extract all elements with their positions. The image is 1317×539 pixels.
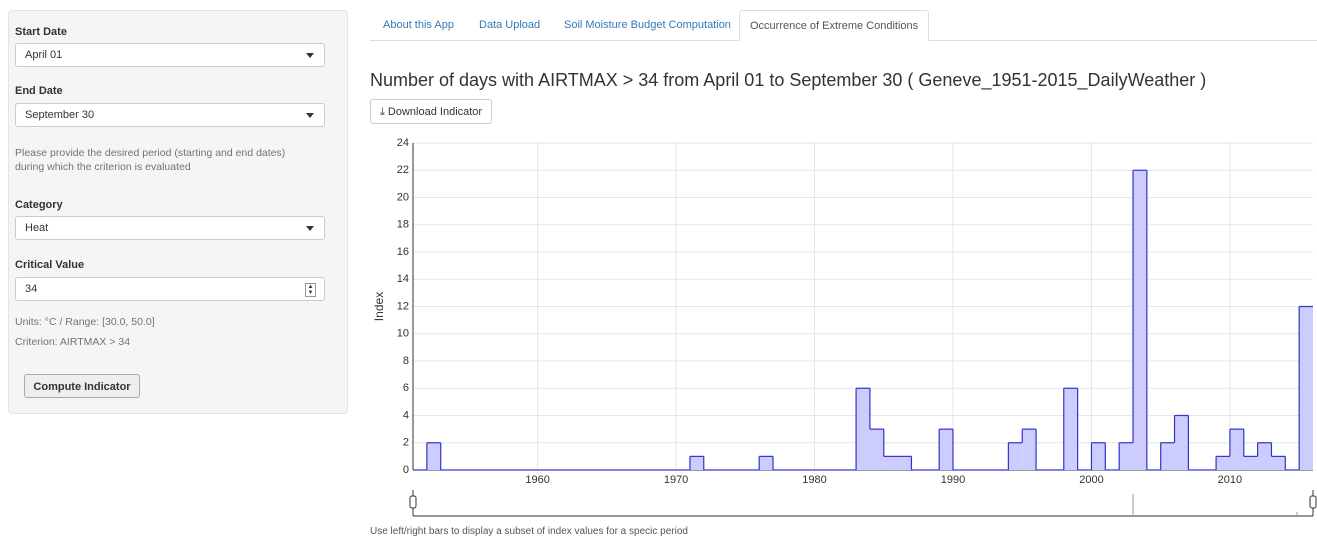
chart-title: Number of days with AIRTMAX > 34 from Ap… xyxy=(370,70,1207,90)
label: Start Date xyxy=(15,26,67,38)
y-axis-label: Index xyxy=(372,292,386,321)
y-tick-label: 10 xyxy=(397,328,409,340)
y-tick-label: 16 xyxy=(397,246,409,258)
icon: ⤓ xyxy=(380,106,388,118)
step-area xyxy=(759,456,773,470)
step-area xyxy=(1008,442,1023,470)
step-area xyxy=(1299,306,1313,470)
step-area xyxy=(1063,388,1078,470)
label: End Date xyxy=(15,85,63,97)
tab[interactable]: Soil Moisture Budget Computation xyxy=(564,19,731,31)
step-area xyxy=(1174,415,1189,470)
label: Category xyxy=(15,199,63,211)
x-tick-label: 2010 xyxy=(1218,474,1242,486)
button-text: Download Indicator xyxy=(387,106,483,118)
tab[interactable]: Data Upload xyxy=(479,19,541,31)
select[interactable]: Heat xyxy=(15,216,325,240)
step-area xyxy=(1133,170,1147,470)
y-tick-label: 14 xyxy=(397,273,409,285)
spinner[interactable]: ▲ ▼ xyxy=(305,283,316,297)
step-area xyxy=(1271,456,1286,470)
tab[interactable]: About this App xyxy=(383,19,454,31)
caret xyxy=(306,226,314,231)
step-area xyxy=(939,429,953,470)
y-tick-label: 20 xyxy=(397,191,409,203)
step-area xyxy=(883,456,898,470)
y-tick-label: 12 xyxy=(397,300,409,312)
download-button[interactable]: ⤓ Download Indicator xyxy=(370,99,493,124)
x-tick-label: 2000 xyxy=(1079,474,1103,486)
step-area xyxy=(426,442,441,470)
y-tick-label: 0 xyxy=(403,464,409,476)
input-value: 34 xyxy=(25,283,38,295)
x-tick-label: 1990 xyxy=(941,474,965,486)
y-tick-label: 4 xyxy=(403,409,409,421)
x-tick-label: 1960 xyxy=(525,474,549,486)
caret xyxy=(306,53,314,58)
range-handle xyxy=(1309,495,1317,509)
step-area xyxy=(1091,442,1106,470)
y-tick-label: 6 xyxy=(403,382,409,394)
help-text: Criterion: AIRTMAX > 34 xyxy=(15,336,131,348)
step-area xyxy=(856,388,870,470)
step-area xyxy=(869,429,884,470)
tab-active[interactable]: Occurrence of Extreme Conditions xyxy=(739,10,930,41)
footer-note: Use left/right bars to display a subset … xyxy=(370,526,688,537)
step-area xyxy=(897,456,912,470)
y-tick-label: 18 xyxy=(397,219,409,231)
step-area xyxy=(1119,442,1133,470)
step-area xyxy=(1160,442,1175,470)
y-tick-label: 2 xyxy=(403,437,409,449)
sidebar xyxy=(8,10,348,414)
help-text: Please provide the desired period (start… xyxy=(15,147,286,173)
label: Critical Value xyxy=(15,259,85,271)
select-value: September 30 xyxy=(25,109,95,121)
select[interactable]: April 01 xyxy=(15,43,325,67)
x-tick-label: 1980 xyxy=(802,474,826,486)
select-value: April 01 xyxy=(25,49,63,61)
y-tick-label: 24 xyxy=(397,137,409,149)
y-tick-label: 8 xyxy=(403,355,409,367)
step-area xyxy=(1229,429,1244,470)
tab-bar: About this App Data Upload Soil Moisture… xyxy=(370,10,1317,41)
step-area xyxy=(1257,442,1272,470)
y-tick-label: 22 xyxy=(397,164,409,176)
help-text: Units: °C / Range: [30.0, 50.0] xyxy=(15,316,155,328)
step-area xyxy=(689,456,704,470)
x-tick-label: 1970 xyxy=(664,474,688,486)
caret xyxy=(306,113,314,118)
step-area xyxy=(1216,456,1230,470)
number-input[interactable]: 34 ▲ ▼ xyxy=(15,277,325,301)
step-area xyxy=(1022,429,1037,470)
step-area xyxy=(1243,456,1258,470)
select-value: Heat xyxy=(25,222,49,234)
range-handle xyxy=(409,495,417,509)
select[interactable]: September 30 xyxy=(15,103,325,127)
compute-button[interactable]: Compute Indicator xyxy=(24,374,140,398)
